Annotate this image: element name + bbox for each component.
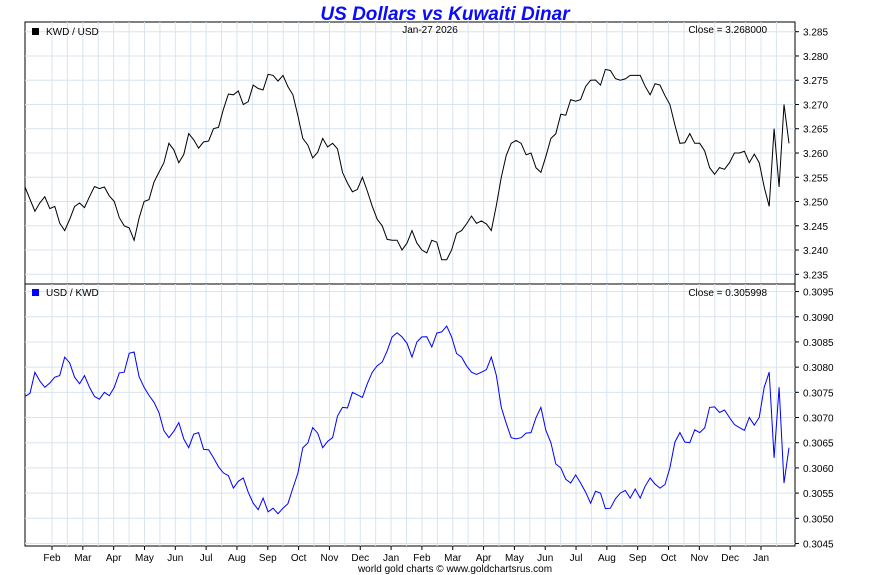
x-tick-label: Jan	[753, 553, 769, 564]
bottom-plot-frame	[24, 283, 796, 547]
top-legend-swatch	[32, 28, 39, 35]
x-tick-label: Sep	[629, 553, 647, 564]
chart-title: US Dollars vs Kuwaiti Dinar	[320, 4, 571, 25]
y-tick-label: 3.245	[803, 222, 828, 233]
bottom-legend-swatch	[32, 289, 39, 296]
top-y-axis: 3.285 3.280 3.275 3.270 3.265 3.260 3.255 3.250…	[795, 28, 828, 281]
kwd-usd-series-line	[24, 68, 790, 261]
top-legend-label: KWD / USD	[46, 27, 99, 38]
x-tick-label: Sep	[259, 553, 277, 564]
y-tick-label: 0.3085	[803, 338, 834, 349]
y-tick-label: 0.3075	[803, 388, 834, 399]
y-tick-label: 3.260	[803, 149, 828, 160]
x-tick-label: Aug	[228, 553, 246, 564]
x-tick-label: Dec	[351, 553, 369, 564]
y-tick-label: 3.250	[803, 198, 828, 209]
top-close-label: Close = 3.268000	[688, 25, 767, 36]
chart-date: Jan-27 2026	[402, 25, 458, 36]
x-tick-label: Jun	[167, 553, 183, 564]
y-tick-label: 0.3065	[803, 439, 834, 450]
x-tick-label: May	[135, 553, 154, 564]
x-tick-label: Nov	[321, 553, 339, 564]
x-axis: Feb Mar Apr May Jun Jul Aug Sep Oct Nov Dec Jan Feb M…	[43, 546, 769, 564]
y-tick-label: 0.3070	[803, 414, 834, 425]
usd-kwd-series-line	[24, 325, 790, 515]
y-tick-label: 0.3080	[803, 363, 834, 374]
y-tick-label: 0.3095	[803, 288, 834, 299]
x-tick-label: Oct	[291, 553, 307, 564]
footer-credit: world gold charts © www.goldchartsrus.co…	[357, 564, 552, 575]
bottom-y-axis: 0.3095 0.3090 0.3085 0.3080 0.3075 0.3070 0.30…	[795, 288, 834, 550]
x-tick-label: Apr	[476, 553, 492, 564]
kwd-usd-panel: 3.285 3.280 3.275 3.270 3.265 3.260 3.255 3.250…	[24, 21, 828, 285]
y-tick-label: 3.240	[803, 246, 828, 257]
y-tick-label: 3.235	[803, 270, 828, 281]
y-tick-label: 0.3055	[803, 489, 834, 500]
y-tick-label: 0.3050	[803, 514, 834, 525]
bottom-legend-label: USD / KWD	[46, 288, 99, 299]
x-tick-label: Mar	[444, 553, 462, 564]
bottom-gridlines	[25, 284, 795, 546]
x-tick-label: Oct	[661, 553, 677, 564]
y-tick-label: 0.3060	[803, 464, 834, 475]
y-tick-label: 3.285	[803, 28, 828, 39]
usd-kwd-panel: 0.3095 0.3090 0.3085 0.3080 0.3075 0.3070 0.30…	[24, 283, 834, 550]
y-tick-label: 3.255	[803, 173, 828, 184]
y-tick-label: 3.280	[803, 52, 828, 63]
y-tick-label: 3.270	[803, 100, 828, 111]
x-tick-label: Nov	[690, 553, 708, 564]
x-tick-label: Aug	[598, 553, 616, 564]
y-tick-label: 0.3090	[803, 313, 834, 324]
x-tick-label: Dec	[721, 553, 739, 564]
x-tick-label: Jul	[570, 553, 583, 564]
bottom-close-label: Close = 0.305998	[688, 288, 767, 299]
x-tick-label: Jun	[537, 553, 553, 564]
x-tick-label: May	[505, 553, 524, 564]
x-tick-label: Feb	[43, 553, 61, 564]
y-tick-label: 3.265	[803, 125, 828, 136]
x-tick-label: Apr	[106, 553, 122, 564]
x-tick-label: Jul	[200, 553, 213, 564]
x-tick-label: Jan	[383, 553, 399, 564]
top-gridlines	[25, 22, 795, 284]
y-tick-label: 3.275	[803, 76, 828, 87]
y-tick-label: 0.3045	[803, 539, 834, 550]
x-tick-label: Feb	[413, 553, 431, 564]
x-tick-label: Mar	[74, 553, 92, 564]
